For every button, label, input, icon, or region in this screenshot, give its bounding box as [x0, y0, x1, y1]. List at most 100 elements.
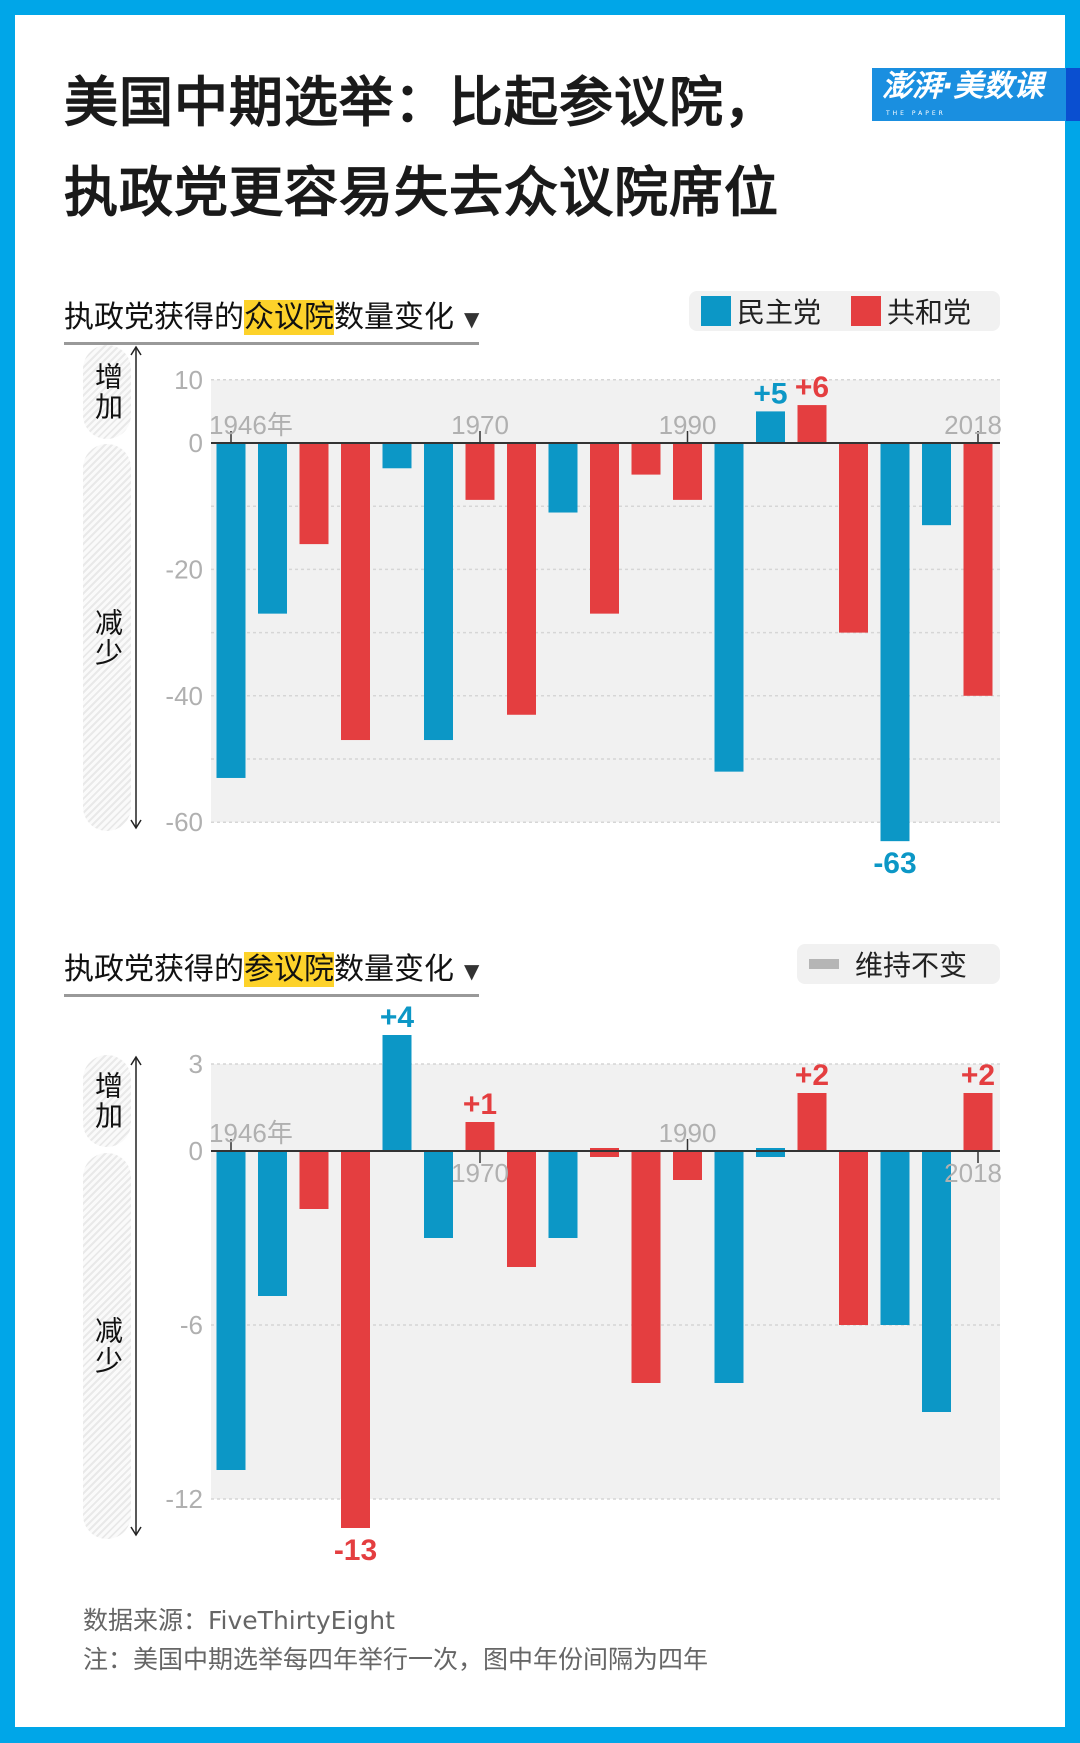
data-label: +2: [795, 1059, 829, 1092]
data-label: -13: [334, 1534, 377, 1567]
unchanged-swatch: [809, 959, 839, 969]
bar-1986: [631, 443, 661, 475]
bar-1998: [756, 411, 785, 443]
decrease-pill: 减少: [83, 1153, 131, 1539]
y-tick-label: -60: [165, 807, 203, 837]
y-tick-label: -6: [180, 1310, 203, 1340]
y-tick-label: -40: [165, 681, 203, 711]
bar-1990: [673, 443, 702, 500]
x-tick-label: 1990: [659, 1118, 717, 1148]
bar-1970: [465, 1122, 495, 1151]
y-tick-label: -12: [165, 1484, 203, 1514]
senate-legend: 维持不变: [797, 944, 1000, 984]
bar-1998: [756, 1148, 785, 1157]
bar-1958: [341, 443, 370, 741]
bar-1974: [507, 1151, 536, 1267]
bar-2010: [880, 443, 910, 842]
bar-1950: [258, 1151, 287, 1296]
data-label: +4: [380, 1001, 415, 1034]
decrease-pill: 减少: [83, 444, 131, 831]
data-source: 数据来源：FiveThirtyEight: [83, 1606, 395, 1635]
bar-1966: [424, 443, 453, 741]
x-tick-label: 1990: [659, 410, 717, 440]
title-suffix: 数量变化: [334, 952, 454, 987]
arrow-down-icon: [130, 1526, 142, 1537]
bar-2006: [839, 1151, 868, 1325]
logo-subtext: THE PAPER: [886, 110, 946, 117]
bar-1986: [631, 1151, 661, 1383]
logo-tab: [1066, 68, 1080, 121]
caret-down-icon[interactable]: ▼: [464, 958, 480, 983]
data-label: -63: [873, 847, 916, 880]
decrease-label: 减少: [91, 607, 124, 668]
bar-1978: [548, 443, 578, 513]
data-label: +1: [463, 1088, 497, 1121]
bar-2018: [963, 443, 993, 696]
data-label: +6: [795, 371, 829, 404]
title-highlight: 众议院: [244, 300, 334, 335]
y-tick-label: 0: [189, 428, 203, 458]
legend-republican: 共和党: [887, 296, 972, 329]
bar-1946: [216, 1151, 246, 1470]
bar-1950: [258, 443, 287, 614]
increase-pill: 增加: [83, 345, 131, 439]
house-legend: 民主党 共和党: [689, 291, 1000, 331]
increase-pill: 增加: [83, 1055, 131, 1147]
title-highlight: 参议院: [244, 952, 334, 987]
bar-2006: [839, 443, 868, 633]
bar-1982: [590, 443, 619, 614]
bar-1958: [341, 1151, 370, 1528]
bar-2014: [922, 443, 951, 526]
bar-1994: [714, 443, 744, 772]
y-tick-label: 10: [174, 365, 203, 395]
decrease-label: 减少: [91, 1316, 124, 1376]
logo-text: 澎湃·美数课: [882, 69, 1044, 104]
x-tick-label: 1970: [451, 410, 509, 440]
bar-2010: [880, 1151, 910, 1325]
title-prefix: 执政党获得的: [64, 300, 244, 335]
the-paper-logo: 澎湃·美数课 THE PAPER: [872, 68, 1080, 121]
bar-1966: [424, 1151, 453, 1238]
bar-1974: [507, 443, 536, 715]
caret-down-icon[interactable]: ▼: [464, 306, 480, 331]
bar-1978: [548, 1151, 578, 1238]
bar-2014: [922, 1151, 951, 1412]
bar-1962: [382, 1035, 412, 1151]
data-label: +5: [753, 377, 787, 410]
y-tick-label: 0: [189, 1136, 203, 1166]
x-tick-label: 1970: [451, 1158, 509, 1188]
bar-1970: [465, 443, 495, 500]
senate-section-title[interactable]: 执政党获得的参议院数量变化 ▼: [64, 944, 480, 997]
bar-1982: [590, 1148, 619, 1157]
title-line-2: 执政党更容易失去众议院席位: [64, 161, 779, 224]
increase-label: 增加: [91, 362, 124, 422]
page-title: 美国中期选举：比起参议院， 执政党更容易失去众议院席位: [64, 58, 779, 238]
y-tick-label: 3: [189, 1049, 203, 1079]
bar-1990: [673, 1151, 702, 1180]
legend-democrat: 民主党: [737, 296, 822, 329]
arrow-up-icon: [130, 345, 142, 356]
democrat-swatch: [701, 296, 731, 326]
footnote: 注：美国中期选举每四年举行一次，图中年份间隔为四年: [83, 1645, 709, 1674]
bar-1946: [216, 443, 246, 778]
bar-1954: [299, 443, 329, 545]
bar-2002: [797, 405, 827, 443]
bar-1954: [299, 1151, 329, 1209]
data-label: +2: [961, 1059, 995, 1092]
increase-label: 增加: [91, 1071, 124, 1131]
title-suffix: 数量变化: [334, 300, 454, 335]
bar-1962: [382, 443, 412, 469]
bar-1994: [714, 1151, 744, 1383]
bar-2002: [797, 1093, 827, 1151]
y-tick-label: -20: [165, 554, 203, 584]
house-section-title[interactable]: 执政党获得的众议院数量变化 ▼: [64, 292, 480, 345]
arrow-up-icon: [130, 1055, 142, 1066]
bar-2018: [963, 1093, 993, 1151]
title-prefix: 执政党获得的: [64, 952, 244, 987]
legend-unchanged: 维持不变: [855, 949, 968, 982]
x-tick-label: 2018: [944, 410, 1002, 440]
x-tick-label: 2018: [944, 1158, 1002, 1188]
arrow-down-icon: [130, 819, 142, 830]
republican-swatch: [851, 296, 882, 326]
x-tick-label: 1946年: [209, 410, 293, 440]
